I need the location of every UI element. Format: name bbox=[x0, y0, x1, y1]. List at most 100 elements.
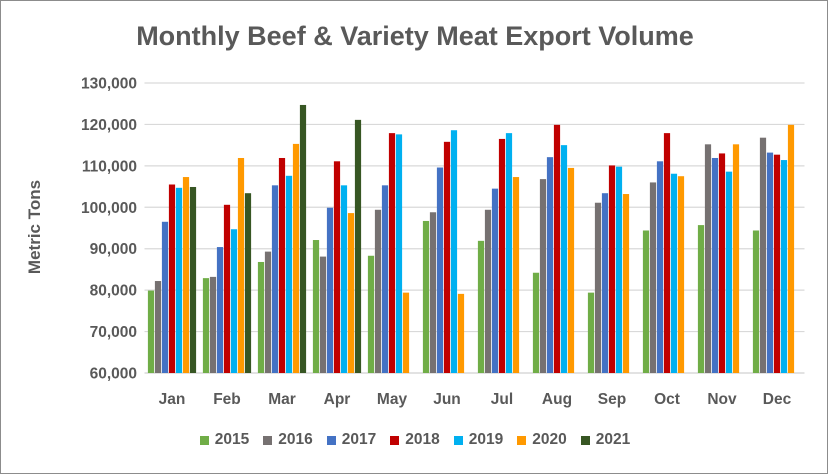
bar-2020-nov bbox=[732, 144, 740, 373]
bar-2017-dec bbox=[766, 152, 774, 373]
bar-2021-apr bbox=[354, 119, 362, 373]
legend-label: 2021 bbox=[595, 431, 631, 448]
legend-item-2021: 2021 bbox=[580, 431, 631, 449]
bar-2015-feb bbox=[202, 278, 210, 373]
legend-swatch bbox=[263, 435, 273, 445]
legend-label: 2016 bbox=[278, 431, 313, 448]
bar-2017-sep bbox=[601, 193, 609, 373]
bar-2016-apr bbox=[319, 256, 327, 373]
bar-2018-jan bbox=[168, 184, 176, 373]
x-tick-label: Nov bbox=[707, 391, 737, 408]
x-tick-label: Feb bbox=[213, 391, 241, 408]
bar-2016-jan bbox=[154, 281, 162, 373]
bar-2015-jun bbox=[422, 220, 430, 373]
bar-2017-may bbox=[381, 185, 389, 373]
bar-2021-jan bbox=[189, 186, 197, 373]
bar-2020-sep bbox=[622, 194, 630, 373]
bar-2018-oct bbox=[663, 133, 671, 373]
legend-swatch bbox=[390, 435, 400, 445]
bar-2019-mar bbox=[285, 175, 293, 373]
bar-2016-aug bbox=[539, 179, 547, 373]
y-tick-label: 110,000 bbox=[82, 158, 137, 175]
legend-swatch bbox=[517, 435, 527, 445]
bar-2017-aug bbox=[546, 157, 554, 373]
bar-2016-jul bbox=[484, 209, 492, 373]
bar-2015-apr bbox=[312, 240, 320, 373]
bar-2018-mar bbox=[278, 157, 286, 373]
bar-2015-mar bbox=[257, 261, 265, 373]
bar-2016-feb bbox=[209, 276, 217, 373]
legend-item-2017: 2017 bbox=[326, 431, 377, 449]
legend-item-2020: 2020 bbox=[517, 431, 567, 449]
y-tick-label: 70,000 bbox=[90, 324, 137, 341]
y-tick-label: 60,000 bbox=[90, 366, 137, 383]
y-tick-label: 130,000 bbox=[81, 76, 137, 93]
bar-2017-apr bbox=[326, 207, 334, 373]
bar-2016-dec bbox=[759, 137, 767, 373]
bar-2017-feb bbox=[216, 247, 224, 373]
bar-2015-dec bbox=[752, 230, 760, 373]
x-tick-label: Jun bbox=[433, 391, 461, 408]
bar-2017-jun bbox=[436, 167, 444, 373]
bar-2018-jun bbox=[443, 141, 451, 373]
y-tick-label: 100,000 bbox=[81, 200, 137, 217]
bar-2017-oct bbox=[656, 161, 664, 373]
legend-item-2016: 2016 bbox=[263, 431, 313, 449]
bar-2017-nov bbox=[711, 157, 719, 373]
bar-2020-dec bbox=[787, 124, 795, 373]
bar-2018-may bbox=[388, 133, 396, 373]
legend-item-2019: 2019 bbox=[453, 431, 504, 449]
bar-2020-oct bbox=[677, 176, 685, 373]
bar-2020-jan bbox=[182, 177, 190, 373]
legend-swatch bbox=[199, 435, 209, 445]
bar-2019-feb bbox=[230, 229, 238, 373]
bar-2019-sep bbox=[615, 166, 623, 373]
bar-2020-feb bbox=[237, 157, 245, 373]
bar-2021-mar bbox=[299, 104, 307, 373]
x-tick-label: Oct bbox=[654, 391, 680, 408]
legend-label: 2015 bbox=[214, 431, 250, 448]
bar-2020-apr bbox=[347, 213, 355, 373]
bar-2018-jul bbox=[498, 138, 506, 373]
bar-2021-feb bbox=[244, 193, 252, 373]
bar-2015-oct bbox=[642, 230, 650, 373]
bar-2019-jun bbox=[450, 130, 458, 373]
x-tick-label: Jan bbox=[159, 391, 186, 408]
bar-2015-nov bbox=[697, 225, 705, 373]
x-tick-label: Sep bbox=[598, 391, 626, 408]
bar-2015-may bbox=[367, 255, 375, 373]
legend-label: 2019 bbox=[468, 431, 504, 448]
x-tick-label: Mar bbox=[268, 391, 296, 408]
bar-2015-aug bbox=[532, 272, 540, 373]
bar-2020-jun bbox=[457, 293, 465, 373]
bar-2020-mar bbox=[292, 143, 300, 373]
legend-item-2015: 2015 bbox=[199, 431, 250, 449]
bar-2018-aug bbox=[553, 124, 561, 373]
legend-swatch bbox=[326, 435, 336, 445]
bar-2020-jul bbox=[512, 177, 520, 373]
chart-title: Monthly Beef & Variety Meat Export Volum… bbox=[136, 21, 694, 51]
bar-2016-nov bbox=[704, 144, 712, 373]
bar-2017-jul bbox=[491, 188, 499, 373]
legend-swatch bbox=[580, 435, 590, 445]
bar-2018-nov bbox=[718, 153, 726, 373]
bar-2016-oct bbox=[649, 182, 657, 373]
y-tick-label: 120,000 bbox=[81, 117, 137, 134]
legend-label: 2018 bbox=[405, 431, 440, 448]
bar-2019-oct bbox=[670, 173, 678, 373]
legend-label: 2017 bbox=[341, 431, 377, 448]
x-tick-label: Dec bbox=[763, 391, 792, 408]
bar-2019-jul bbox=[505, 133, 513, 373]
bar-2019-jan bbox=[175, 187, 183, 373]
bar-2019-may bbox=[395, 134, 403, 373]
bar-2018-sep bbox=[608, 165, 616, 373]
bar-2016-sep bbox=[594, 202, 602, 373]
bar-2015-sep bbox=[587, 292, 595, 373]
bar-2015-jan bbox=[147, 290, 155, 373]
bar-2017-jan bbox=[161, 221, 169, 373]
x-tick-label: Aug bbox=[542, 391, 572, 408]
bar-2017-mar bbox=[271, 185, 279, 373]
bar-2016-mar bbox=[264, 251, 272, 373]
bar-2018-feb bbox=[223, 204, 231, 373]
